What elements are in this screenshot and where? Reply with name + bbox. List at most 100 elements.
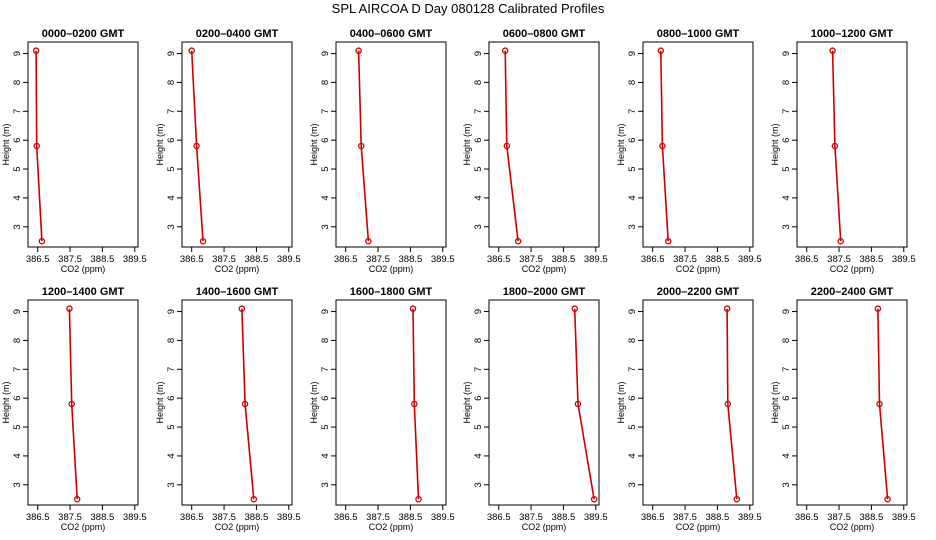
x-tick-label: 387.5 xyxy=(366,512,390,523)
y-tick-label: 7 xyxy=(781,367,792,372)
y-tick-label: 3 xyxy=(627,482,638,487)
y-tick-label: 6 xyxy=(166,138,177,143)
panel-title: 1800–2000 GMT xyxy=(503,286,586,298)
y-tick-label: 8 xyxy=(627,338,638,343)
plot-frame xyxy=(181,41,293,248)
x-axis-label: CO2 (ppm) xyxy=(676,264,721,274)
data-point xyxy=(571,305,578,312)
x-tick-label: 387.5 xyxy=(212,512,236,523)
y-tick-label: 8 xyxy=(166,338,177,343)
y-tick-label: 9 xyxy=(473,309,484,314)
data-point xyxy=(590,495,598,503)
data-point xyxy=(876,400,883,408)
y-tick-label: 9 xyxy=(12,51,23,56)
y-tick-label: 9 xyxy=(473,51,484,56)
profile-line xyxy=(241,308,255,500)
panel-12: 2200–2400 GMT 386.5 387.5 388.5 389.5 CO2 (pp… xyxy=(770,286,916,532)
y-tick-label: 3 xyxy=(320,482,331,487)
x-tick-label: 389.5 xyxy=(584,254,608,265)
x-tick-label: 386.5 xyxy=(180,512,204,523)
x-tick-label: 387.5 xyxy=(58,512,82,523)
y-tick-label: 4 xyxy=(627,195,638,200)
y-tick-label: 3 xyxy=(627,224,638,229)
y-tick-label: 6 xyxy=(320,396,331,401)
y-tick-label: 9 xyxy=(627,309,638,314)
y-tick-label: 8 xyxy=(781,338,792,343)
y-tick-label: 5 xyxy=(166,166,177,171)
x-tick-label: 386.5 xyxy=(487,512,511,523)
x-tick-label: 386.5 xyxy=(334,512,358,523)
x-axis-label: CO2 (ppm) xyxy=(830,264,875,274)
x-tick-label: 387.5 xyxy=(366,254,390,265)
data-point xyxy=(73,495,81,503)
x-tick-label: 386.5 xyxy=(334,254,358,265)
panel-9: 1600–1800 GMT 386.5 387.5 388.5 389.5 CO2 (pp… xyxy=(309,286,455,532)
data-point xyxy=(514,237,522,245)
x-tick-label: 386.5 xyxy=(180,254,204,265)
panel-10: 1800–2000 GMT 386.5 387.5 388.5 389.5 CO2 (pp… xyxy=(462,286,608,532)
plot-frame xyxy=(796,41,908,248)
y-axis-label: Height (m) xyxy=(616,123,626,165)
profile-line xyxy=(726,308,738,500)
data-point xyxy=(829,47,836,54)
x-tick-label: 386.5 xyxy=(795,254,819,265)
x-tick-label: 389.5 xyxy=(738,254,762,265)
y-tick-label: 4 xyxy=(320,453,331,458)
y-tick-label: 6 xyxy=(12,396,23,401)
y-tick-label: 7 xyxy=(781,109,792,114)
y-tick-label: 3 xyxy=(781,482,792,487)
y-axis-label: Height (m) xyxy=(155,381,165,423)
x-axis-label: CO2 (ppm) xyxy=(522,264,567,274)
x-axis-label: CO2 (ppm) xyxy=(522,522,567,532)
panel-11: 2000–2200 GMT 386.5 387.5 388.5 389.5 CO2 (pp… xyxy=(616,286,762,532)
y-tick-label: 7 xyxy=(627,109,638,114)
y-tick-label: 7 xyxy=(12,109,23,114)
panel-3: 0400–0600 GMT 386.5 387.5 388.5 389.5 CO2 (pp… xyxy=(309,28,455,274)
y-tick-label: 9 xyxy=(627,51,638,56)
data-point xyxy=(68,400,75,408)
y-tick-label: 4 xyxy=(473,453,484,458)
x-tick-label: 389.5 xyxy=(123,254,147,265)
profile-line xyxy=(877,308,889,500)
y-tick-label: 6 xyxy=(166,396,177,401)
panel-8: 1400–1600 GMT 386.5 387.5 388.5 389.5 CO2 (pp… xyxy=(155,286,301,532)
profile-line xyxy=(35,50,43,242)
x-tick-label: 388.5 xyxy=(706,254,730,265)
x-axis-label: CO2 (ppm) xyxy=(830,522,875,532)
y-tick-label: 6 xyxy=(627,396,638,401)
data-point xyxy=(193,142,200,150)
y-tick-label: 4 xyxy=(627,453,638,458)
data-point xyxy=(884,495,891,503)
x-tick-label: 389.5 xyxy=(431,254,455,265)
profile-line xyxy=(573,308,595,500)
x-tick-label: 389.5 xyxy=(892,254,916,265)
x-tick-label: 387.5 xyxy=(827,512,851,523)
y-tick-label: 9 xyxy=(781,51,792,56)
plot-frame xyxy=(335,299,447,506)
profile-line xyxy=(68,308,78,500)
panel-title: 2200–2400 GMT xyxy=(811,286,894,298)
plot-frame xyxy=(181,299,293,506)
x-tick-label: 388.5 xyxy=(245,254,269,265)
y-tick-label: 9 xyxy=(320,51,331,56)
y-tick-label: 7 xyxy=(12,367,23,372)
y-axis-label: Height (m) xyxy=(1,123,11,165)
y-tick-label: 8 xyxy=(166,80,177,85)
profile-line xyxy=(660,50,669,242)
y-tick-label: 5 xyxy=(12,166,23,171)
x-tick-label: 387.5 xyxy=(212,254,236,265)
y-tick-label: 5 xyxy=(627,166,638,171)
plot-frame xyxy=(642,41,754,248)
y-tick-label: 5 xyxy=(781,166,792,171)
plot-frame xyxy=(488,299,600,506)
data-point xyxy=(238,305,246,312)
y-tick-label: 8 xyxy=(473,80,484,85)
y-tick-label: 4 xyxy=(166,453,177,458)
data-point xyxy=(250,495,258,503)
data-point xyxy=(188,47,195,54)
x-tick-label: 388.5 xyxy=(245,512,269,523)
y-axis-label: Height (m) xyxy=(770,123,780,165)
panel-4: 0600–0800 GMT 386.5 387.5 388.5 389.5 CO2 (pp… xyxy=(462,28,608,274)
y-tick-label: 4 xyxy=(166,195,177,200)
